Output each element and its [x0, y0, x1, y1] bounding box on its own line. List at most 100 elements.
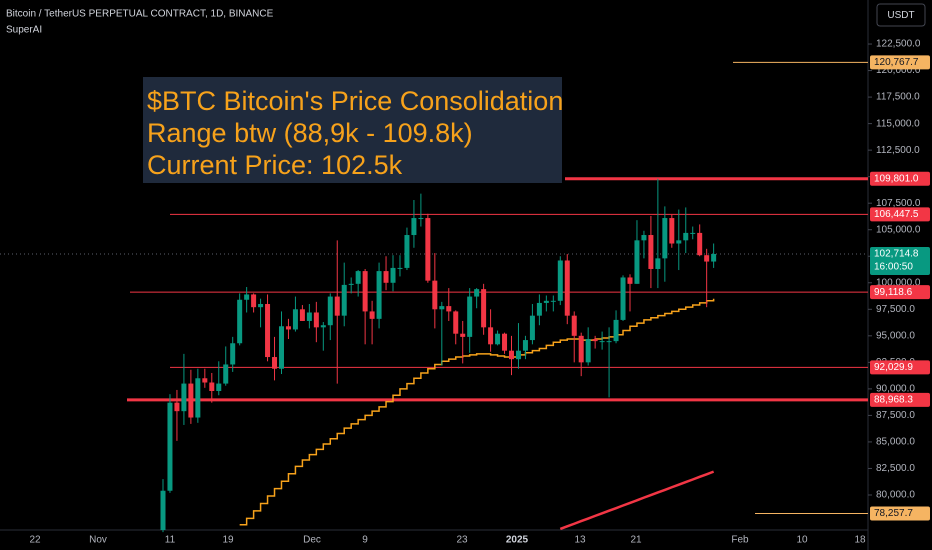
- candle-body: [627, 277, 633, 284]
- candle-body: [341, 284, 347, 316]
- candle-body: [641, 235, 647, 241]
- candle-body: [585, 339, 591, 363]
- candle-body: [181, 383, 187, 412]
- candle-body: [606, 341, 612, 343]
- candle-body: [613, 319, 619, 342]
- candle-body: [327, 296, 333, 326]
- y-tick-label: 112,500.0: [876, 145, 920, 156]
- candle-body: [592, 339, 598, 342]
- currency-label[interactable]: USDT: [887, 10, 914, 21]
- candle-body: [411, 218, 417, 236]
- level-label: 78,257.7: [874, 508, 913, 519]
- candle-body: [495, 333, 501, 345]
- candle-body: [529, 315, 535, 341]
- indicator-line: [239, 298, 715, 526]
- candle-body: [432, 280, 438, 310]
- candle-body: [536, 302, 542, 316]
- candle-body: [397, 267, 403, 269]
- candle-body: [362, 271, 368, 312]
- annotation-text: $BTC Bitcoin's Price Consolidation: [147, 86, 563, 116]
- candle-body: [258, 303, 264, 308]
- candle-body: [648, 235, 654, 269]
- level-label: 120,767.7: [874, 57, 919, 68]
- candle-body: [376, 271, 382, 319]
- candle-body: [195, 378, 201, 418]
- candle-body: [299, 309, 305, 321]
- level-label: 109,801.0: [874, 173, 919, 184]
- countdown-label: 16:00:50: [874, 262, 913, 273]
- y-tick-label: 97,500.0: [876, 304, 915, 315]
- currency-button[interactable]: [876, 3, 926, 27]
- candle-body: [320, 325, 326, 328]
- candle-body: [467, 296, 473, 337]
- candle-body: [160, 490, 166, 530]
- x-tick-label: 9: [362, 535, 368, 546]
- candle-body: [460, 333, 466, 337]
- candle-body: [488, 327, 494, 345]
- candle-body: [278, 326, 284, 369]
- annotation-text: Current Price: 102.5k: [147, 150, 403, 180]
- level-label-bg: [870, 171, 930, 186]
- indicator-name: SuperAI: [6, 25, 42, 36]
- x-tick-label: 19: [222, 535, 234, 546]
- candle-body: [704, 255, 710, 262]
- level-label: 88,968.3: [874, 394, 913, 405]
- candle-body: [557, 260, 563, 301]
- x-tick-label: 21: [630, 535, 642, 546]
- level-label-bg: [870, 285, 930, 300]
- candle-body: [481, 289, 487, 328]
- candle-body: [578, 335, 584, 363]
- chart-title: Bitcoin / TetherUS PERPETUAL CONTRACT, 1…: [6, 9, 274, 20]
- y-tick-label: 90,000.0: [876, 384, 915, 395]
- plot: [0, 61, 868, 533]
- y-tick-label: 82,500.0: [876, 463, 915, 474]
- candle-body: [453, 311, 459, 334]
- candle-body: [439, 306, 445, 310]
- candle-body: [711, 253, 717, 262]
- candle-body: [599, 341, 605, 343]
- candle-body: [348, 283, 354, 285]
- candle-body: [683, 232, 689, 241]
- candle-body: [216, 383, 222, 392]
- candle-body: [425, 218, 431, 281]
- candle-body: [404, 235, 410, 268]
- level-label-bg: [870, 392, 930, 407]
- candle-body: [418, 218, 424, 220]
- y-tick-label: 105,000.0: [876, 224, 921, 235]
- candle-body: [209, 382, 215, 392]
- candle-body: [306, 312, 312, 321]
- y-tick-label: 122,500.0: [876, 39, 921, 50]
- candle-body: [265, 303, 271, 358]
- candle-body: [251, 294, 257, 308]
- level-label-bg: [870, 207, 930, 222]
- candle-body: [313, 312, 319, 328]
- candle-body: [502, 333, 508, 351]
- candle-body: [390, 267, 396, 283]
- y-tick-label: 115,000.0: [876, 118, 920, 129]
- x-tick-label: 2025: [506, 535, 529, 546]
- candle-body: [285, 326, 291, 330]
- annotation-box: [143, 77, 562, 183]
- y-tick-label: 107,500.0: [876, 198, 921, 209]
- candle-body: [564, 260, 570, 316]
- candle-body: [292, 309, 298, 330]
- candle-body: [697, 232, 703, 256]
- y-tick-label: 87,500.0: [876, 410, 915, 421]
- level-label-bg: [870, 55, 930, 70]
- y-tick-label: 85,000.0: [876, 437, 915, 448]
- candle-body: [202, 378, 208, 383]
- candle-body: [272, 357, 278, 369]
- candle-body: [522, 340, 528, 351]
- candle-body: [676, 240, 682, 244]
- level-label-bg: [870, 360, 930, 375]
- candle-body: [509, 350, 514, 360]
- candle-body: [634, 240, 640, 284]
- x-tick-label: 18: [854, 535, 866, 546]
- x-tick-label: 10: [796, 535, 808, 546]
- candle-body: [550, 300, 556, 302]
- candle-body: [223, 364, 229, 384]
- candle-body: [543, 300, 549, 303]
- candle-body: [369, 311, 375, 319]
